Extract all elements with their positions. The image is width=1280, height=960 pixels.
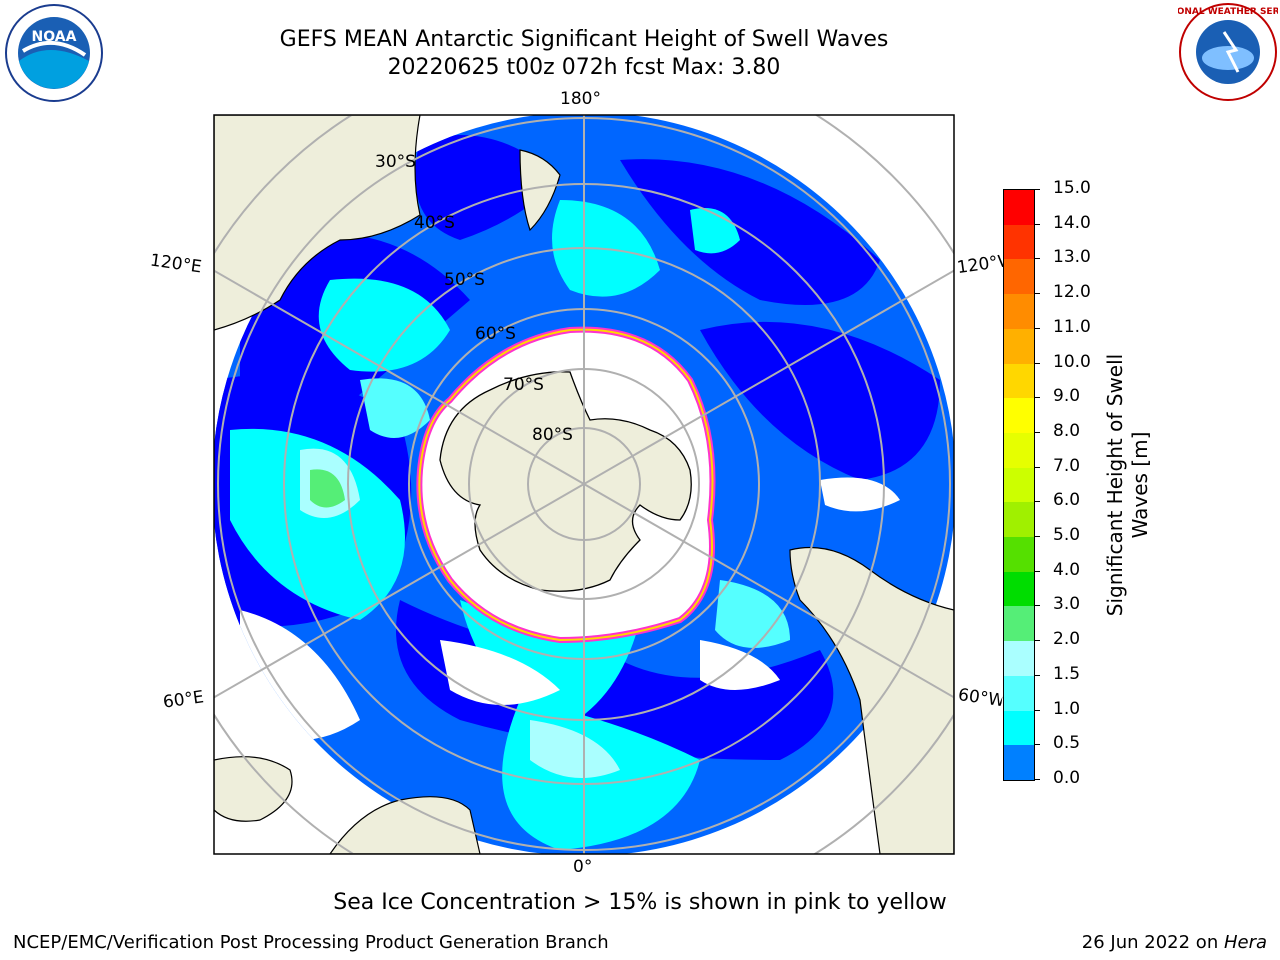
lon-label-180: 180° (560, 89, 601, 109)
colorbar-label-line2: Waves [m] (1128, 431, 1152, 539)
colorbar-swatch (1004, 398, 1034, 434)
colorbar-tick-mark (1034, 223, 1040, 225)
colorbar-swatch (1004, 190, 1034, 226)
colorbar-tick-label: 8.0 (1053, 420, 1081, 441)
colorbar-label-line1: Significant Height of Swell (1103, 353, 1127, 617)
lat-label-80s: 80°S (532, 425, 573, 445)
lat-label-50s: 50°S (444, 270, 485, 290)
colorbar-tick-label: 5.0 (1053, 525, 1081, 546)
run-date: 26 Jun 2022 on Hera (1082, 932, 1267, 953)
colorbar-swatch (1004, 675, 1034, 712)
colorbar-tick-label: 14.0 (1053, 212, 1091, 233)
map-frame (213, 114, 955, 855)
colorbar (1003, 189, 1035, 781)
colorbar-tick-mark (1034, 327, 1040, 329)
colorbar-swatch (1004, 224, 1034, 260)
noaa-logo: NOAA (5, 4, 103, 102)
credit-text: NCEP/EMC/Verification Post Processing Pr… (13, 932, 609, 953)
colorbar-tick-mark (1034, 779, 1040, 780)
colorbar-swatch (1004, 571, 1034, 607)
lat-label-70s: 70°S (503, 375, 544, 395)
colorbar-tick-mark (1034, 431, 1040, 433)
colorbar-tick-label: 0.5 (1053, 733, 1081, 754)
colorbar-tick-label: 6.0 (1053, 490, 1081, 511)
colorbar-tick-mark (1034, 258, 1040, 260)
noaa-logo-text: NOAA (32, 29, 77, 45)
colorbar-swatch (1004, 606, 1034, 642)
colorbar-label: Significant Height of Swell Waves [m] (1103, 335, 1153, 635)
colorbar-tick-mark (1034, 466, 1040, 468)
graticule (214, 115, 954, 854)
colorbar-swatch (1004, 363, 1034, 399)
colorbar-swatch (1004, 432, 1034, 469)
lat-label-40s: 40°S (414, 213, 455, 233)
colorbar-tick-label: 7.0 (1053, 455, 1081, 476)
lat-label-30s: 30°S (375, 152, 416, 172)
colorbar-tick-label: 15.0 (1053, 178, 1091, 198)
colorbar-tick-label: 1.5 (1053, 663, 1081, 684)
colorbar-tick-label: 4.0 (1053, 559, 1081, 580)
map-subtitle: 20220625 t00z 072h fcst Max: 3.80 (387, 55, 781, 80)
colorbar-tick-mark (1034, 501, 1040, 503)
colorbar-tick-label: 0.0 (1053, 768, 1081, 788)
colorbar-tick-label: 3.0 (1053, 594, 1081, 615)
colorbar-tick-label: 2.0 (1053, 629, 1081, 650)
colorbar-swatch (1004, 641, 1034, 677)
lat-label-60s: 60°S (475, 324, 516, 344)
colorbar-tick-mark (1034, 536, 1040, 538)
colorbar-tick-label: 9.0 (1053, 386, 1081, 407)
run-date-text: 26 Jun 2022 on (1081, 932, 1224, 953)
machine-name: Hera (1223, 932, 1267, 953)
colorbar-swatch (1004, 502, 1034, 538)
colorbar-tick-label: 12.0 (1053, 282, 1091, 303)
africa-land (329, 796, 481, 854)
colorbar-tick-mark (1034, 709, 1040, 711)
colorbar-tick-mark (1034, 744, 1040, 746)
colorbar-swatch (1004, 710, 1034, 746)
colorbar-tick-mark (1034, 640, 1040, 642)
colorbar-swatch (1004, 259, 1034, 295)
colorbar-tick-mark (1034, 674, 1040, 676)
colorbar-swatch (1004, 328, 1034, 365)
south-america-land (789, 546, 954, 854)
colorbar-tick-mark (1034, 570, 1040, 572)
map-title: GEFS MEAN Antarctic Significant Height o… (279, 27, 889, 52)
antarctica-land (439, 371, 692, 592)
nws-logo: NATIONAL WEATHER SERVICE (1178, 3, 1278, 101)
colorbar-tick-label: 1.0 (1053, 698, 1081, 719)
colorbar-swatch (1004, 537, 1034, 573)
colorbar-tick-mark (1034, 189, 1040, 190)
colorbar-swatch (1004, 745, 1034, 781)
colorbar-swatch (1004, 294, 1034, 330)
madagascar-land (214, 756, 293, 822)
nws-logo-text: NATIONAL WEATHER SERVICE (1178, 7, 1278, 17)
colorbar-tick-label: 11.0 (1053, 316, 1091, 337)
colorbar-tick-mark (1034, 605, 1040, 607)
lon-label-0: 0° (573, 857, 593, 877)
colorbar-swatch (1004, 467, 1034, 503)
colorbar-tick-mark (1034, 397, 1040, 399)
colorbar-tick-mark (1034, 293, 1040, 295)
colorbar-tick-mark (1034, 362, 1040, 364)
sea-ice-note: Sea Ice Concentration > 15% is shown in … (333, 890, 947, 915)
colorbar-tick-label: 10.0 (1053, 351, 1091, 372)
colorbar-tick-label: 13.0 (1053, 247, 1091, 268)
